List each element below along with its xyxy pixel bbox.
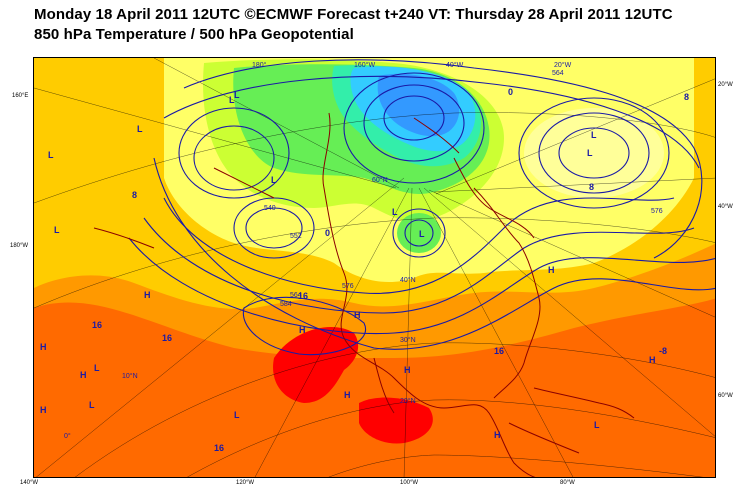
- temperature-label: 8: [132, 190, 137, 200]
- high-pressure-marker: H: [548, 265, 555, 275]
- geopotential-contours: [128, 59, 715, 356]
- lat-label: 60°N: [372, 176, 388, 184]
- low-pressure-marker: L: [594, 420, 600, 430]
- geopotential-label: 552: [290, 233, 302, 240]
- temperature-label: 0: [508, 87, 513, 97]
- chart-subtitle: 850 hPa Temperature / 500 hPa Geopotenti…: [34, 26, 354, 43]
- geopotential-label: 584: [280, 301, 292, 308]
- temp-band-green-low: [397, 213, 441, 253]
- temperature-label: 16: [92, 320, 102, 330]
- high-pressure-marker: H: [354, 310, 361, 320]
- low-pressure-marker: L: [591, 130, 597, 140]
- lat-label: 30°N: [400, 336, 416, 344]
- lat-label: 0°: [64, 432, 71, 440]
- lon-label-160e: 160°E: [12, 93, 29, 99]
- geopotential-label: 576: [342, 283, 354, 290]
- high-pressure-marker: H: [40, 405, 47, 415]
- lon-label-140w: 140°W: [20, 480, 39, 486]
- high-pressure-marker: H: [494, 430, 501, 440]
- lon-label-60w: 60°W: [718, 393, 733, 399]
- temperature-label: -8: [659, 346, 667, 356]
- temp-band-lime-east: [524, 108, 664, 198]
- geopotential-label: 564: [552, 70, 564, 77]
- lat-label: 10°N: [122, 372, 138, 380]
- temperature-label: 8: [684, 92, 689, 102]
- weather-map: 180° 160°W 40°W 20°W 60°N 40°N 30°N 20°N 10°N 0° 5…: [33, 57, 716, 478]
- high-pressure-marker: H: [404, 365, 411, 375]
- lon-label-180w: 180°W: [10, 243, 29, 249]
- temperature-label: 16: [494, 346, 504, 356]
- lon-label-80w: 80°W: [560, 480, 575, 486]
- low-pressure-marker: L: [234, 90, 240, 100]
- lon-label-top: 20°W: [554, 61, 572, 69]
- low-pressure-marker: L: [89, 400, 95, 410]
- geopotential-label: 576: [651, 208, 663, 215]
- low-pressure-marker: L: [137, 124, 143, 134]
- lon-label-top: 40°W: [446, 61, 464, 69]
- low-pressure-marker: L: [234, 410, 240, 420]
- temp-band-very-warm-2: [359, 397, 433, 444]
- high-pressure-marker: H: [649, 355, 656, 365]
- low-pressure-marker: L: [48, 150, 54, 160]
- geopotential-label: 540: [264, 205, 276, 212]
- lon-label-40w: 40°W: [718, 204, 733, 210]
- temperature-label: 16: [214, 443, 224, 453]
- low-pressure-marker: L: [419, 229, 425, 239]
- lon-label-20w: 20°W: [718, 82, 733, 88]
- low-pressure-marker: L: [392, 207, 398, 217]
- temperature-label: 8: [589, 182, 594, 192]
- lon-label-120w: 120°W: [236, 480, 255, 486]
- high-pressure-marker: H: [40, 342, 47, 352]
- high-pressure-marker: H: [144, 290, 151, 300]
- temperature-label: 0: [325, 228, 330, 238]
- geopotential-label: 564: [290, 292, 302, 299]
- temperature-label: 16: [298, 291, 308, 301]
- low-pressure-marker: L: [271, 175, 277, 185]
- chart-title: Monday 18 April 2011 12UTC ©ECMWF Foreca…: [34, 6, 673, 23]
- high-pressure-marker: H: [344, 390, 351, 400]
- lon-label-top: 160°W: [354, 61, 375, 69]
- lat-label: 40°N: [400, 276, 416, 284]
- high-pressure-marker: H: [80, 370, 87, 380]
- lat-label: 20°N: [400, 397, 416, 405]
- low-pressure-marker: L: [587, 148, 593, 158]
- lon-label-100w: 100°W: [400, 480, 419, 486]
- lon-label-top: 180°: [252, 61, 267, 69]
- coastlines: [93, 112, 635, 477]
- low-pressure-marker: L: [229, 95, 235, 105]
- temp-band-very-warm: [273, 326, 359, 403]
- temperature-label: 16: [162, 333, 172, 343]
- temp-band-warm: [34, 298, 715, 477]
- high-pressure-marker: H: [299, 325, 306, 335]
- low-pressure-marker: L: [54, 225, 60, 235]
- low-pressure-marker: L: [94, 363, 100, 373]
